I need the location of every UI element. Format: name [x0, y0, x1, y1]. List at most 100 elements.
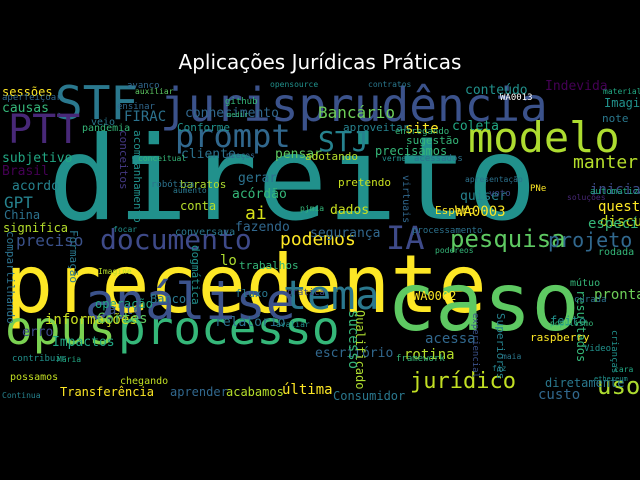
cloud-word: direito — [48, 112, 537, 247]
cloud-word: jurisprudência — [160, 80, 548, 132]
cloud-word: relatório — [215, 315, 286, 330]
cloud-word: sugestão — [406, 134, 459, 147]
cloud-word: escritório — [315, 346, 394, 361]
cloud-word: soluções — [567, 193, 606, 202]
cloud-word: caso — [387, 256, 580, 349]
cloud-word: acórdão — [232, 187, 287, 202]
cloud-word: modelo — [468, 113, 620, 162]
cloud-word: questões — [598, 199, 640, 215]
cloud-word: fazendo — [235, 220, 290, 235]
cloud-word: opensource — [270, 80, 319, 89]
cloud-word: IA — [386, 219, 425, 257]
cloud-word: documento — [100, 223, 252, 256]
cloud-word: conteúdo — [465, 83, 528, 98]
cloud-title: Aplicações Jurídicas Práticas — [178, 50, 462, 74]
cloud-word: tema — [283, 273, 380, 319]
cloud-word: automatizar — [590, 187, 640, 197]
cloud-word: contribuir — [12, 354, 67, 364]
cloud-word: STF — [55, 80, 139, 130]
cloud-word: contratos — [368, 80, 412, 89]
cloud-word: aprender — [170, 385, 228, 399]
cloud-word: avaliar — [276, 320, 310, 329]
cloud-word: pensar — [275, 147, 322, 162]
cloud-word: material — [603, 87, 640, 96]
cloud-word: pandemia — [82, 123, 131, 134]
cloud-word: prompt — [175, 117, 291, 155]
cloud-word: pretendo — [338, 176, 391, 189]
cloud-word: fluxo — [235, 287, 269, 300]
cloud-word: Imagina — [604, 96, 640, 110]
cloud-word: preciso — [16, 231, 84, 250]
cloud-word: Continua — [2, 391, 41, 400]
cloud-word: processamento — [412, 226, 483, 236]
cloud-word: pesquisa — [450, 225, 566, 253]
cloud-word: robótica — [151, 180, 195, 190]
cloud-word: Brasil — [2, 164, 49, 179]
cloud-word: acessa — [425, 331, 476, 347]
cloud-word: precedente — [5, 238, 487, 331]
cloud-word: auxiliar — [135, 87, 174, 96]
cloud-word: PTT — [8, 107, 81, 153]
cloud-word: Transferência — [60, 385, 154, 399]
cloud-word: cara — [614, 365, 634, 374]
cloud-word: sessões — [2, 85, 53, 99]
cloud-word: possamos — [10, 372, 59, 383]
cloud-word: coleta — [452, 119, 499, 134]
cloud-word: aumento — [173, 186, 207, 195]
cloud-word: Impactos — [52, 335, 115, 350]
cloud-word: projeto — [548, 228, 633, 252]
cloud-word: ethereum — [594, 375, 628, 383]
cloud-word: processo — [118, 301, 340, 355]
cloud-word: Formação — [67, 230, 80, 283]
cloud-word: feito — [550, 314, 587, 328]
cloud-word: uso — [597, 372, 640, 400]
cloud-word: note — [602, 112, 629, 125]
cloud-word: Maria — [57, 355, 82, 364]
cloud-word: WA0013 — [500, 93, 533, 103]
cloud-word: medir — [227, 111, 249, 119]
cloud-word: significa — [3, 221, 69, 235]
cloud-word: conversava — [175, 227, 236, 238]
cloud-word: vermelho — [382, 154, 421, 163]
cloud-word: aproveitar — [343, 121, 410, 134]
cloud-word: crianças — [609, 330, 619, 374]
cloud-word: compartilhando — [4, 231, 17, 324]
cloud-word: acessados — [414, 154, 463, 164]
cloud-word: trabalhos — [239, 259, 299, 272]
cloud-word: fiz — [492, 364, 507, 373]
cloud-word: voto — [489, 189, 511, 199]
cloud-word: ai — [245, 203, 267, 224]
cloud-word: segurança — [310, 226, 381, 241]
cloud-word: análise — [85, 273, 296, 331]
word-cloud: direito precedente caso jurisprudência model… — [0, 80, 640, 400]
cloud-word: populismo — [550, 319, 594, 328]
cloud-word: WA0003 — [455, 204, 506, 220]
cloud-word: sucesso — [345, 310, 361, 370]
cloud-word: rotina — [404, 347, 455, 363]
cloud-word: conceitos — [117, 130, 130, 190]
cloud-word: informações — [45, 312, 138, 328]
cloud-word: conceitual — [138, 154, 187, 163]
cloud-word: WA0002 — [413, 289, 457, 303]
cloud-word: avanço — [127, 81, 160, 91]
cloud-word: dogmática — [189, 245, 202, 305]
cloud-word: acordo — [12, 179, 59, 194]
cloud-word: discussão — [600, 214, 640, 230]
cloud-word: maia — [502, 352, 522, 361]
cloud-word: última — [282, 382, 333, 398]
cloud-word: Banco — [150, 292, 187, 306]
cloud-word: Video — [584, 344, 612, 354]
cloud-word: pjmia — [300, 204, 325, 213]
cloud-word: quiser — [460, 189, 507, 204]
cloud-word: pronta — [594, 287, 640, 303]
cloud-word: China — [4, 208, 41, 222]
cloud-word: chegando — [120, 376, 169, 387]
cloud-word: podereos — [435, 246, 474, 255]
cloud-word: virtuais — [400, 175, 411, 224]
cloud-word: mútuo — [570, 278, 601, 289]
cloud-word: operação — [95, 297, 153, 311]
cloud-word: apresentação — [465, 175, 523, 184]
cloud-word: Cortes — [97, 311, 148, 327]
cloud-word: acompanhamento — [131, 130, 144, 223]
cloud-word: Espero — [435, 204, 475, 217]
